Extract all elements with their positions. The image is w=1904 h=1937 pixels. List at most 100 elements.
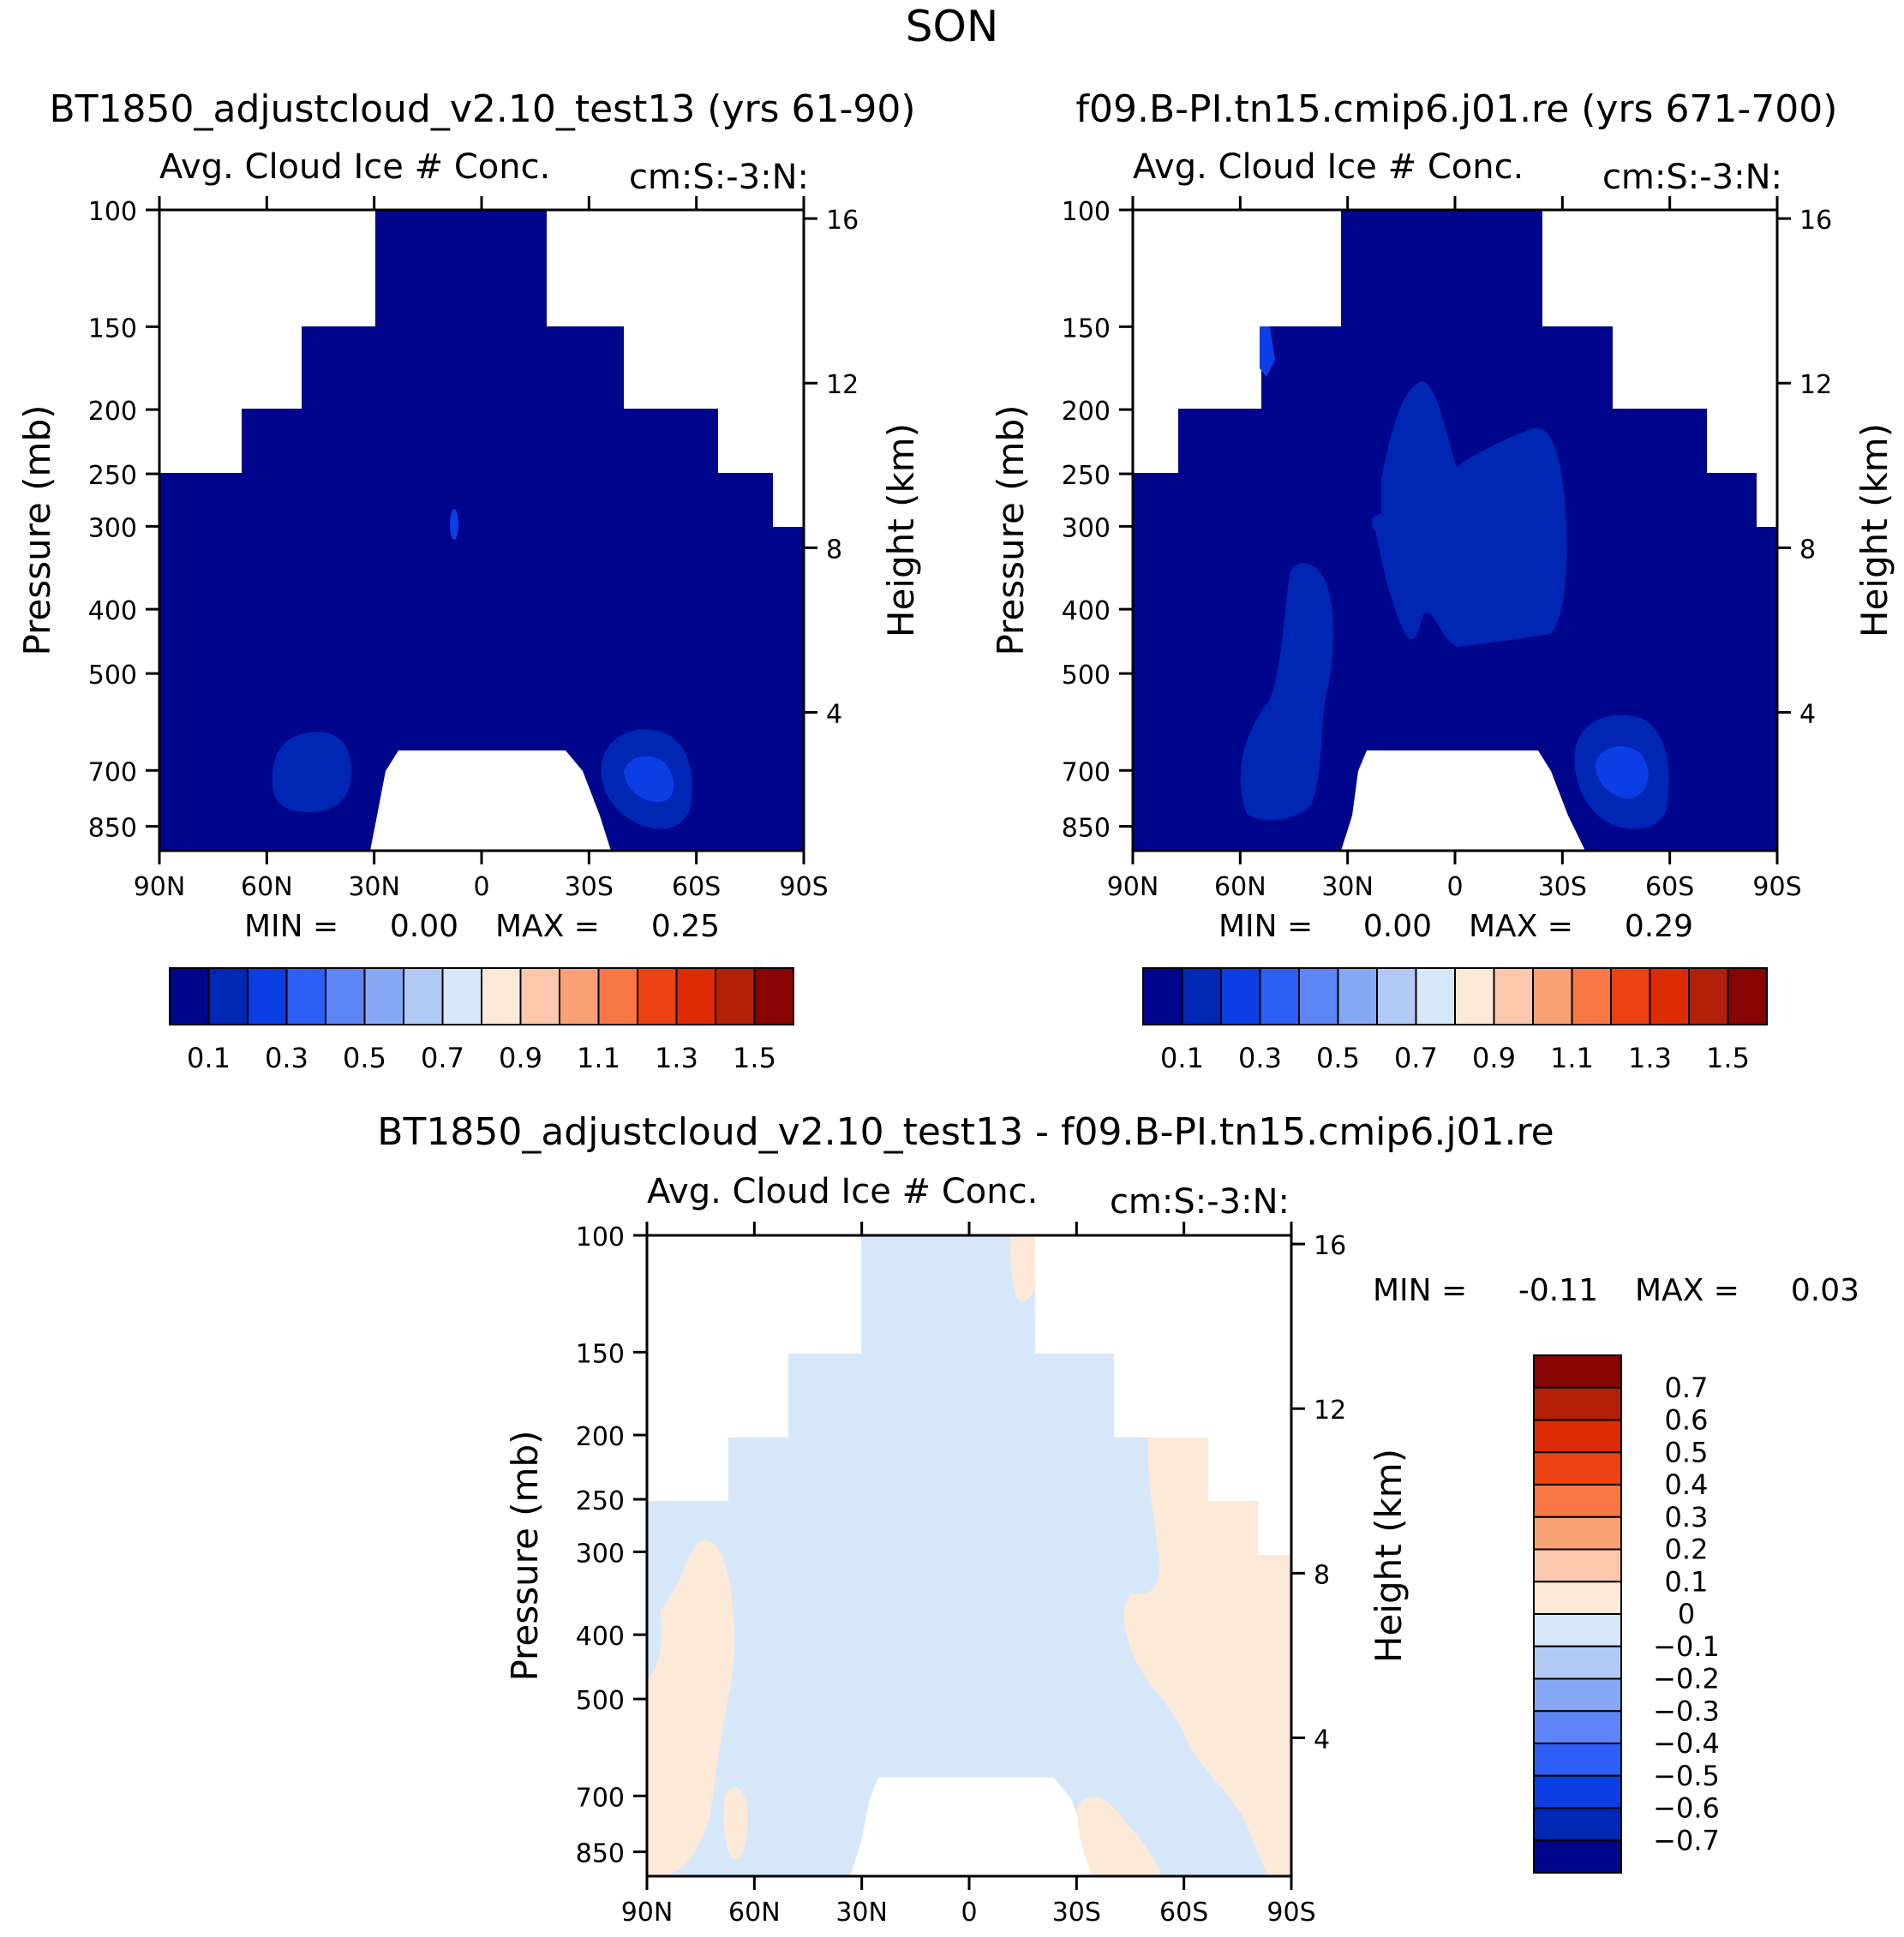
panelA-ytick-label: 250 [88, 461, 137, 491]
panelA-ytick-label: 300 [88, 513, 137, 543]
panelB-y2tick-label: 16 [1799, 206, 1832, 236]
cbarA-swatch [753, 967, 794, 1025]
panel-c-colorbar-swatch [1533, 1710, 1622, 1744]
panel-b-plume-north [1240, 563, 1333, 821]
panel-b-max-label: MAX = [1469, 909, 1573, 944]
panel-c-colorbar-label: −0.3 [1653, 1695, 1720, 1727]
panelB-ytick-label: 500 [1062, 661, 1111, 691]
cbarB-label: 1.5 [1706, 1042, 1750, 1074]
panel-c-positive-south-low [1077, 1797, 1161, 1876]
panel-c-positive-south [1123, 1438, 1291, 1876]
panelC-xtick-label: 90N [621, 1898, 674, 1928]
panelA-xtick-label: 60N [241, 872, 293, 902]
cbarB-swatch [1649, 967, 1690, 1025]
panel-b: Avg. Cloud Ice # Conc. cm:S:-3:N: 100 150… [990, 147, 1895, 902]
panel-c-filled-region [647, 1235, 1291, 1876]
cbarB-swatch [1259, 967, 1300, 1025]
panel-c-positive-north [647, 1539, 735, 1876]
panel-c-colorbar-label: 0 [1678, 1598, 1695, 1630]
panel-c-colorbar-swatch [1533, 1677, 1622, 1713]
cbarA-swatch [519, 967, 560, 1025]
cbarA-label: 0.3 [265, 1042, 308, 1074]
panel-a-filled-region [159, 210, 804, 851]
panelA-y2tick-label: 16 [826, 206, 859, 236]
panel-c-colorbar-swatch [1533, 1354, 1622, 1389]
panelA-y2tick-label: 4 [826, 700, 842, 730]
cbarB-swatch [1298, 967, 1339, 1025]
panel-a-max-label: MAX = [495, 909, 600, 944]
panel-c-colorbar-swatch [1533, 1839, 1622, 1874]
panelB-ytick-label: 850 [1062, 814, 1111, 844]
panel-b-colorbar: 0.1 0.3 0.5 0.7 0.9 1.1 1.3 1.5 [1142, 967, 1768, 1074]
panel-c-colorbar: 0.70.60.50.40.30.20.10−0.1−0.2−0.3−0.4−0… [1533, 1354, 1720, 1874]
panel-c-title: BT1850_adjustcloud_v2.10_test13 - f09.B-… [377, 1110, 1554, 1154]
panel-c-min-value: -0.11 [1518, 1273, 1598, 1308]
panel-c-axes: 100 150 200 250 300 400 500 700 850 4 8 12 16 90N 60N 3… [504, 1222, 1410, 1928]
panelB-xtick-label: 30N [1321, 872, 1374, 902]
cbarA-swatch [363, 967, 404, 1025]
panelC-y2tick-label: 8 [1314, 1560, 1330, 1590]
cbarB-swatch [1415, 967, 1456, 1025]
panelC-y2tick-label: 4 [1314, 1725, 1330, 1755]
panel-a-small-spot [450, 509, 458, 540]
panel-c-colorbar-swatch [1533, 1807, 1622, 1842]
panel-c-colorbar-label: 0.1 [1665, 1565, 1709, 1598]
cbarA-swatch [637, 967, 678, 1025]
panelB-xtick-label: 60S [1645, 872, 1694, 902]
panelB-ytick-label: 200 [1062, 397, 1111, 427]
panelB-ylabel: Pressure (mb) [990, 404, 1032, 655]
cbarB-label: 1.3 [1628, 1042, 1672, 1074]
panelC-xtick-label: 30S [1052, 1898, 1101, 1928]
panel-a-variable: Avg. Cloud Ice # Conc. [159, 147, 550, 187]
cbarA-label: 1.3 [655, 1042, 698, 1074]
panel-b-variable: Avg. Cloud Ice # Conc. [1133, 147, 1524, 187]
panel-c-positive-top [1010, 1235, 1035, 1302]
panel-a-units: cm:S:-3:N: [629, 158, 809, 197]
panelC-xtick-label: 30N [835, 1898, 888, 1928]
panelC-ytick-label: 850 [576, 1839, 625, 1869]
cbarA-label: 1.5 [733, 1042, 776, 1074]
panel-a-minmax: MIN = 0.00 MAX = 0.25 [244, 909, 720, 944]
panelC-xtick-label: 0 [961, 1898, 977, 1928]
panelC-ytick-label: 250 [576, 1486, 625, 1516]
panel-c-positive-north-spot [723, 1787, 748, 1860]
panel-a: Avg. Cloud Ice # Conc. cm:S:-3:N: 100 150… [16, 147, 922, 902]
panelA-ytick-label: 700 [88, 757, 137, 787]
cbarB-swatch [1337, 967, 1378, 1025]
cbarA-label: 0.7 [421, 1042, 464, 1074]
panel-a-max-value: 0.25 [651, 909, 720, 944]
panelA-ytick-label: 400 [88, 596, 137, 626]
panelB-xtick-label: 0 [1446, 872, 1463, 902]
panelA-xtick-label: 90N [134, 872, 186, 902]
panel-c-colorbar-label: 0.7 [1665, 1372, 1709, 1404]
cbarA-label: 0.9 [499, 1042, 542, 1074]
panel-c-colorbar-label: 0.6 [1665, 1404, 1709, 1437]
panelA-ytick-label: 150 [88, 314, 137, 344]
panel-b-title: f09.B-PI.tn15.cmip6.j01.re (yrs 671-700) [1076, 87, 1838, 131]
panel-c-colorbar-label: 0.2 [1665, 1533, 1709, 1566]
panel-a-axes: 100 150 200 250 300 400 500 700 850 4 8 12 16 90N 60N 3… [16, 196, 922, 902]
panelA-y2tick-label: 8 [826, 535, 842, 565]
panelC-xtick-label: 60S [1159, 1898, 1208, 1928]
panel-c-colorbar-label: 0.4 [1665, 1468, 1709, 1501]
panel-c-colorbar-swatch [1533, 1548, 1622, 1583]
panel-b-lobe-south-core [1595, 746, 1649, 799]
panel-c-colorbar-swatch [1533, 1581, 1622, 1615]
panel-c: Avg. Cloud Ice # Conc. cm:S:-3:N: 100 150… [504, 1172, 1410, 1928]
panel-c-colorbar-label: −0.7 [1653, 1824, 1720, 1856]
panelC-ytick-label: 100 [576, 1223, 625, 1252]
panelB-ytick-label: 100 [1062, 197, 1111, 227]
panel-a-colorbar: 0.1 0.3 0.5 0.7 0.9 1.1 1.3 1.5 [169, 967, 794, 1074]
panel-a-title: BT1850_adjustcloud_v2.10_test13 (yrs 61-… [49, 87, 915, 131]
panelC-ylabel: Pressure (mb) [504, 1430, 546, 1681]
panel-c-colorbar-label: −0.5 [1653, 1760, 1720, 1792]
panel-c-colorbar-swatch [1533, 1484, 1622, 1518]
cbarA-swatch [247, 967, 288, 1025]
panel-a-min-value: 0.00 [390, 909, 458, 944]
panelB-ytick-label: 300 [1062, 513, 1111, 543]
cbarB-label: 0.9 [1472, 1042, 1516, 1074]
cbarA-label: 0.1 [187, 1042, 231, 1074]
cbarB-swatch [1376, 967, 1417, 1025]
panel-c-colorbar-label: −0.1 [1653, 1630, 1720, 1663]
cbarA-label: 1.1 [577, 1042, 620, 1074]
